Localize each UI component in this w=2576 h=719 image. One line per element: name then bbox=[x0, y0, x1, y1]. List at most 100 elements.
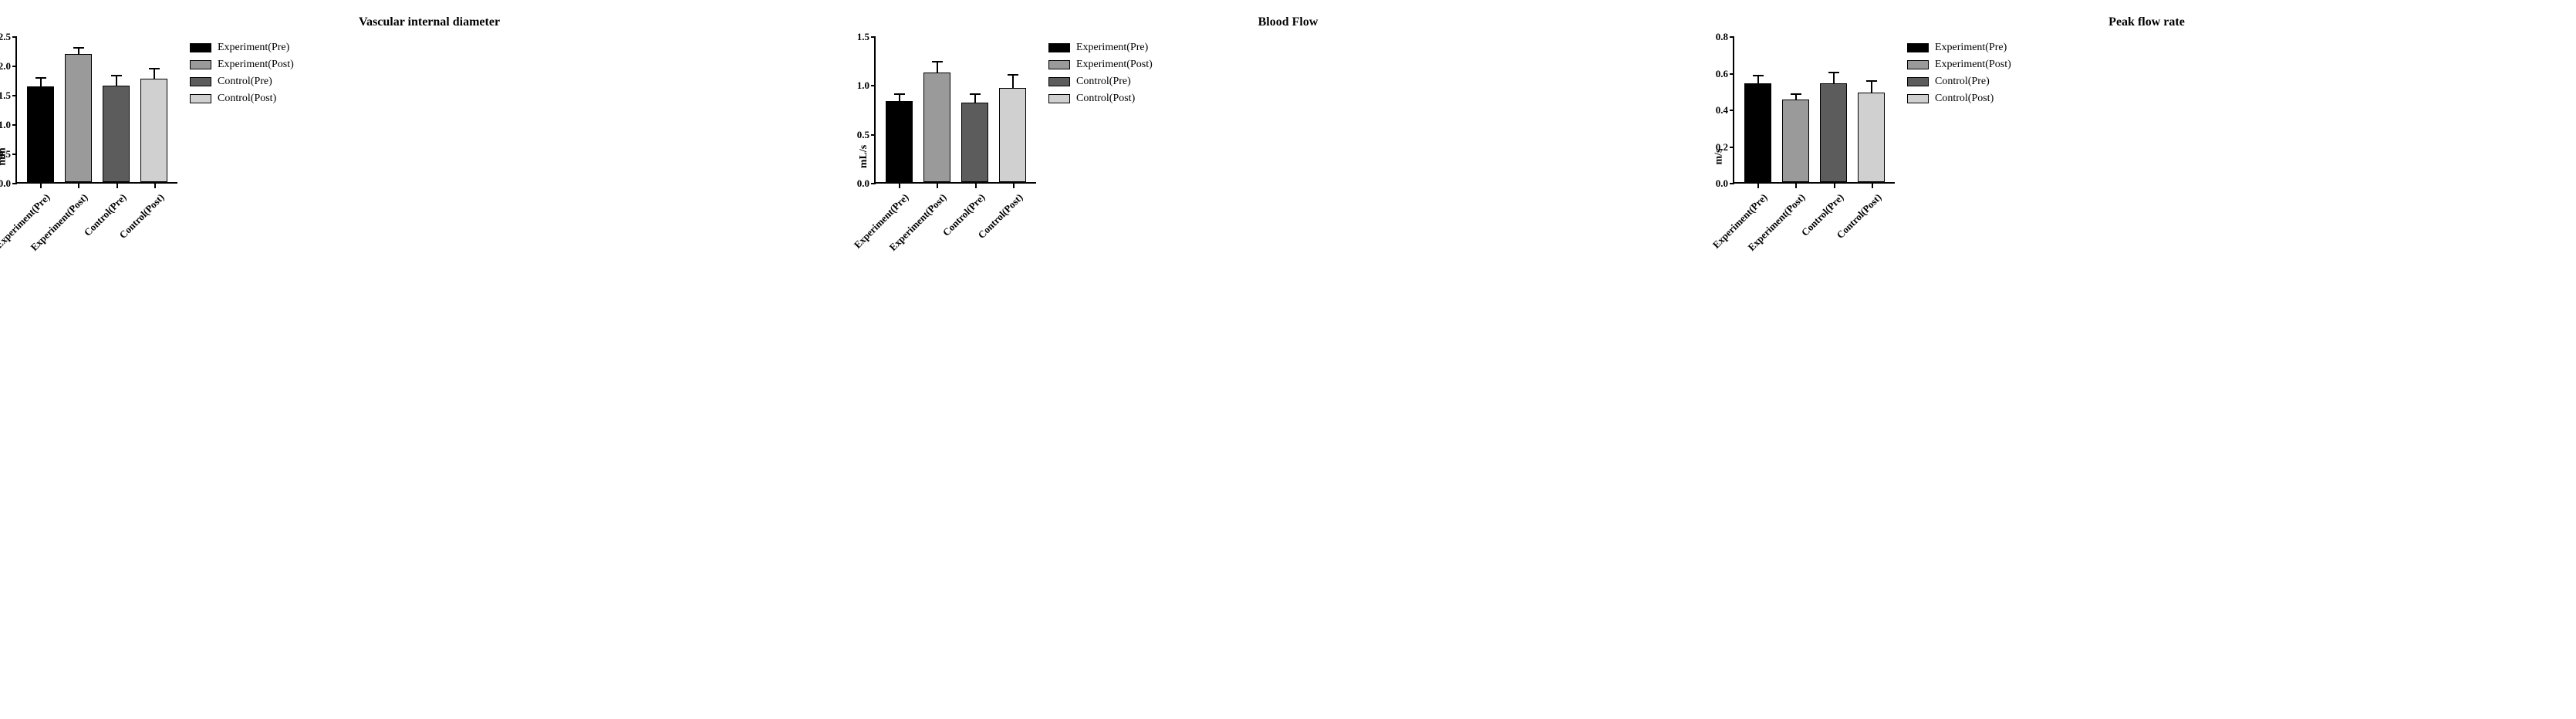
legend-label: Control(Pre) bbox=[1935, 76, 1990, 88]
error-bar bbox=[1833, 73, 1835, 83]
legend-label: Control(Post) bbox=[1076, 93, 1135, 105]
y-tick-label: 0.5 bbox=[857, 129, 876, 141]
legend-swatch bbox=[1048, 94, 1070, 103]
x-tick bbox=[78, 184, 79, 188]
error-cap bbox=[932, 61, 943, 62]
error-cap bbox=[73, 47, 84, 49]
legend-item: Control(Post) bbox=[1907, 93, 2011, 105]
error-bar bbox=[937, 62, 938, 73]
x-tick bbox=[1834, 184, 1835, 188]
error-cap bbox=[1753, 75, 1764, 76]
chart-row: m/s 0.00.20.40.60.8 Experiment(Pre)Exper… bbox=[1733, 37, 2561, 276]
legend-item: Experiment(Pre) bbox=[190, 42, 294, 54]
legend-swatch bbox=[1907, 43, 1929, 52]
x-tick bbox=[975, 184, 977, 188]
bar bbox=[999, 88, 1025, 182]
bar-slot bbox=[1852, 37, 1890, 182]
legend-label: Control(Post) bbox=[218, 93, 276, 105]
bar bbox=[923, 73, 950, 182]
y-tick-label: 0.6 bbox=[1716, 68, 1734, 80]
legend-item: Control(Pre) bbox=[190, 76, 294, 88]
legend: Experiment(Pre) Experiment(Post) Control(P… bbox=[1907, 42, 2011, 110]
error-bar bbox=[1795, 94, 1797, 100]
bar-slot bbox=[1815, 37, 1852, 182]
legend-item: Control(Pre) bbox=[1907, 76, 2011, 88]
y-tick-label: 1.5 bbox=[857, 31, 876, 43]
legend-label: Experiment(Post) bbox=[1935, 59, 2011, 71]
error-cap bbox=[111, 75, 122, 76]
y-tick-label: 0.0 bbox=[1716, 177, 1734, 190]
bar-slot bbox=[135, 37, 173, 182]
bar-slot bbox=[22, 37, 59, 182]
legend-label: Experiment(Pre) bbox=[1935, 42, 2007, 54]
plot-area: 0.00.20.40.60.8 bbox=[1733, 37, 1895, 184]
x-tick bbox=[1872, 184, 1873, 188]
x-tick bbox=[1013, 184, 1015, 188]
legend-swatch bbox=[1907, 77, 1929, 86]
bar-slot bbox=[1777, 37, 1815, 182]
error-bar bbox=[40, 79, 42, 87]
x-tick bbox=[1757, 184, 1759, 188]
y-tick-label: 1.0 bbox=[0, 119, 17, 131]
bar-slot bbox=[59, 37, 97, 182]
error-bar bbox=[1757, 76, 1759, 83]
x-tick bbox=[899, 184, 900, 188]
legend-item: Control(Post) bbox=[1048, 93, 1153, 105]
bar-slot bbox=[918, 37, 956, 182]
bars-container bbox=[17, 37, 177, 182]
chart-title: Peak flow rate bbox=[2108, 15, 2185, 29]
chart-row: mm 0.00.51.01.52.02.5 Experiment(Pre)Exp… bbox=[15, 37, 843, 276]
y-tick-label: 2.0 bbox=[0, 60, 17, 73]
y-tick-label: 0.5 bbox=[0, 148, 17, 160]
error-bar bbox=[116, 76, 117, 85]
x-ticks bbox=[1734, 184, 1896, 188]
error-cap bbox=[1866, 80, 1877, 82]
error-bar bbox=[1012, 75, 1014, 89]
legend-item: Experiment(Post) bbox=[1907, 59, 2011, 71]
legend-swatch bbox=[1907, 60, 1929, 69]
error-cap bbox=[1791, 93, 1801, 95]
legend-label: Experiment(Pre) bbox=[1076, 42, 1148, 54]
legend-swatch bbox=[1907, 94, 1929, 103]
legend-label: Control(Pre) bbox=[218, 76, 272, 88]
chart-title: Vascular internal diameter bbox=[359, 15, 500, 29]
y-tick-label: 0.8 bbox=[1716, 31, 1734, 43]
bars-container bbox=[1734, 37, 1895, 182]
plot-area: 0.00.51.01.52.02.5 bbox=[15, 37, 177, 184]
error-bar bbox=[974, 94, 976, 103]
error-cap bbox=[35, 77, 46, 79]
legend-label: Control(Post) bbox=[1935, 93, 1994, 105]
legend-item: Control(Pre) bbox=[1048, 76, 1153, 88]
legend-swatch bbox=[1048, 43, 1070, 52]
y-tick-label: 0.4 bbox=[1716, 104, 1734, 116]
legend-swatch bbox=[1048, 60, 1070, 69]
error-bar bbox=[78, 48, 79, 54]
error-cap bbox=[1008, 74, 1018, 76]
bar bbox=[1858, 93, 1884, 182]
bars-container bbox=[876, 37, 1036, 182]
chart-wrap: mL/s 0.00.51.01.5 Experiment(Pre)Experim… bbox=[874, 37, 1038, 276]
error-cap bbox=[970, 93, 981, 95]
legend-label: Experiment(Post) bbox=[1076, 59, 1153, 71]
error-bar bbox=[899, 94, 900, 101]
legend-item: Experiment(Pre) bbox=[1907, 42, 2011, 54]
chart-wrap: mm 0.00.51.01.52.02.5 Experiment(Pre)Exp… bbox=[15, 37, 179, 276]
bar-slot bbox=[97, 37, 135, 182]
panel-blood-flow: Blood Flow mL/s 0.00.51.01.5 Experiment(… bbox=[874, 15, 1702, 276]
legend-swatch bbox=[190, 43, 211, 52]
panel-vascular-diameter: Vascular internal diameter mm 0.00.51.01… bbox=[15, 15, 843, 276]
y-tick-label: 1.5 bbox=[0, 89, 17, 102]
bar-slot bbox=[956, 37, 994, 182]
error-cap bbox=[149, 68, 160, 69]
chart-row: mL/s 0.00.51.01.5 Experiment(Pre)Experim… bbox=[874, 37, 1702, 276]
legend-item: Control(Post) bbox=[190, 93, 294, 105]
bar-slot bbox=[994, 37, 1031, 182]
y-tick-label: 0.0 bbox=[857, 177, 876, 190]
x-ticks bbox=[17, 184, 179, 188]
bar bbox=[961, 103, 988, 182]
chart-title: Blood Flow bbox=[1258, 15, 1318, 29]
legend-swatch bbox=[1048, 77, 1070, 86]
error-bar bbox=[1871, 81, 1872, 92]
x-tick bbox=[154, 184, 156, 188]
bar bbox=[1820, 83, 1846, 182]
